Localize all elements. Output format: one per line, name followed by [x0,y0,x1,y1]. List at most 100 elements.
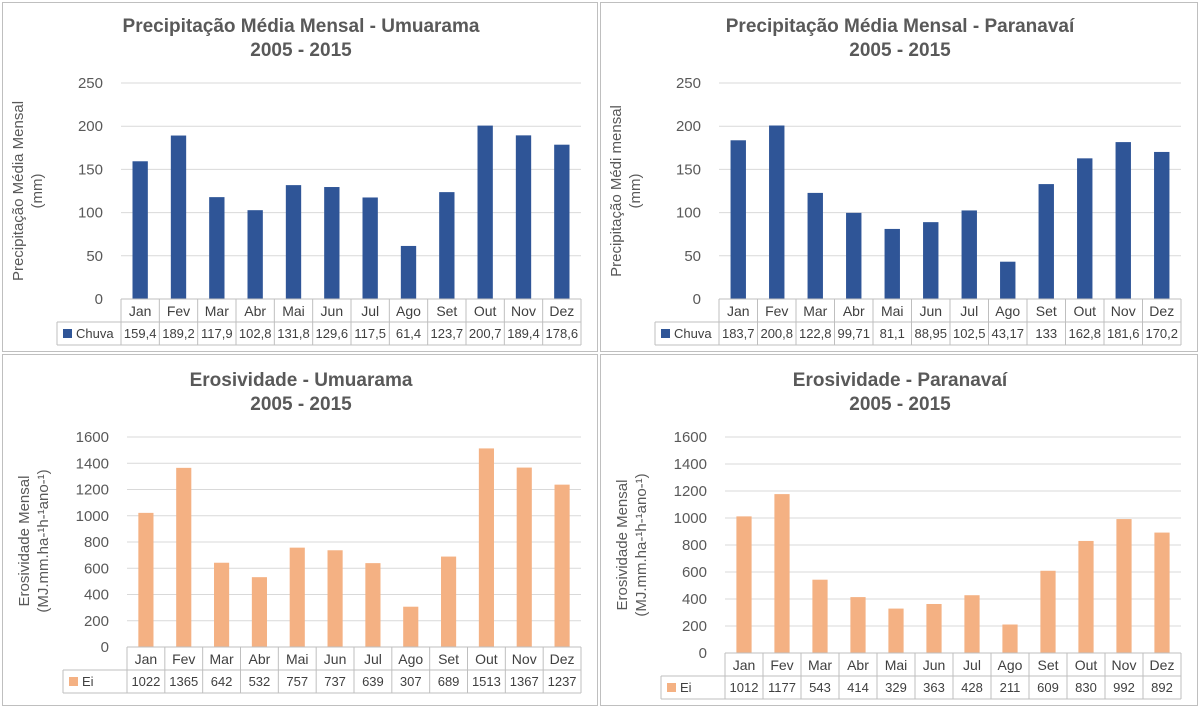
data-label: 737 [324,674,346,689]
bar [964,595,980,653]
x-tick-label: Jan [733,657,756,673]
bar [1002,624,1018,653]
x-tick-label: Jul [364,651,382,667]
bar [850,597,866,653]
bar [365,563,381,647]
data-label: 892 [1151,680,1173,695]
bar [769,125,785,300]
bar [477,125,493,299]
data-label: 1513 [472,674,501,689]
x-tick-label: Fev [167,303,190,319]
x-tick-label: Mar [808,657,832,673]
bar [884,228,900,299]
y-tick-label: 50 [86,248,103,265]
y-axis-label-line: Precipitação Médi mensal [608,105,625,277]
y-tick-label: 1400 [76,455,109,472]
legend-label: Chuva [674,326,712,341]
y-axis-label-line: Erosividade Mensal [16,476,33,607]
data-label: 532 [249,674,271,689]
legend-swatch [667,683,676,692]
chart-svg: Precipitação Média Mensal - Umuarama2005… [10,16,582,346]
bar [439,192,455,299]
x-tick-label: Dez [1150,657,1175,673]
y-axis-label: Precipitação Médi mensal (mm) [608,105,644,277]
y-tick-label: 1000 [674,510,707,527]
bar [774,494,790,653]
bar [1038,184,1054,299]
data-label: 162,8 [1068,326,1101,341]
x-tick-label: Jan [727,303,750,319]
bar [812,579,828,653]
data-label: 1012 [730,680,759,695]
x-tick-label: Jun [321,303,344,319]
x-tick-label: Out [474,303,497,319]
data-label: 329 [885,680,907,695]
data-label: 642 [211,674,233,689]
y-tick-label: 200 [78,118,103,135]
chart-subtitle: 2005 - 2015 [250,394,352,415]
x-tick-label: Out [475,651,498,667]
y-axis-label-line: Erosividade Mensal [614,480,631,611]
data-label: 88,95 [914,326,947,341]
x-tick-label: Abr [843,303,865,319]
x-tick-label: Nov [1111,303,1136,319]
data-label: 1367 [510,674,539,689]
bar [1116,519,1132,653]
bar [251,577,267,647]
data-label: 133 [1035,326,1057,341]
bar [400,245,417,299]
bar [327,550,343,647]
y-tick-label: 1200 [76,482,109,499]
legend-label: Ei [82,674,94,689]
bar [478,448,494,647]
bar [132,161,148,299]
y-tick-label: 150 [78,161,103,178]
y-tick-label: 400 [84,587,109,604]
bar [1000,261,1016,299]
x-tick-label: Jan [129,303,152,319]
data-label: 200,8 [760,326,793,341]
data-label: 992 [1113,680,1135,695]
x-tick-label: Jan [135,651,158,667]
data-label: 200,7 [469,326,502,341]
y-tick-label: 0 [693,291,701,308]
data-label: 211 [1000,680,1021,695]
y-tick-label: 400 [682,591,707,608]
x-tick-label: Ago [995,303,1020,319]
y-tick-label: 1600 [76,429,109,446]
chart-panel-precipitacao-umuarama: Precipitação Média Mensal - Umuarama 2005… [2,2,598,352]
y-axis-label: Erosividade Mensal (MJ.mm.ha-¹h-¹ano-¹) [16,469,52,612]
chart-svg: Erosividade - Umuarama 2005 - 2015 Erosivi… [16,370,582,694]
y-tick-label: 50 [684,248,701,265]
y-tick-label: 0 [95,291,103,308]
chart-title: Erosividade - Umuarama [190,370,413,391]
bar [285,185,302,299]
data-label: 178,6 [546,326,579,341]
data-label: 1177 [768,680,796,695]
data-label: 102,8 [239,326,272,341]
x-tick-label: Nov [512,651,537,667]
bar [736,516,752,653]
x-tick-label: Fev [765,303,788,319]
data-label: 122,8 [799,326,832,341]
x-tick-label: Set [436,303,457,319]
x-tick-label: Abr [847,657,869,673]
chart-subtitle: 2005 - 2015 [250,40,352,61]
y-axis-label-line: (MJ.mm.ha-¹h-¹ano-¹) [35,469,52,612]
data-label: 189,4 [507,326,540,341]
bar [515,135,532,299]
data-label: 543 [809,680,831,695]
data-label: 189,2 [162,326,195,341]
x-tick-label: Mai [881,303,904,319]
x-tick-label: Mar [205,303,229,319]
bar [362,197,378,299]
chart-subtitle: 2005 - 2015 [849,40,951,61]
bar [1078,540,1094,653]
bar [554,484,570,647]
x-tick-label: Ago [998,657,1023,673]
data-label: 1237 [548,674,577,689]
data-label: 307 [400,674,422,689]
bar [247,210,263,299]
bar [1077,158,1093,299]
bar [846,212,862,299]
